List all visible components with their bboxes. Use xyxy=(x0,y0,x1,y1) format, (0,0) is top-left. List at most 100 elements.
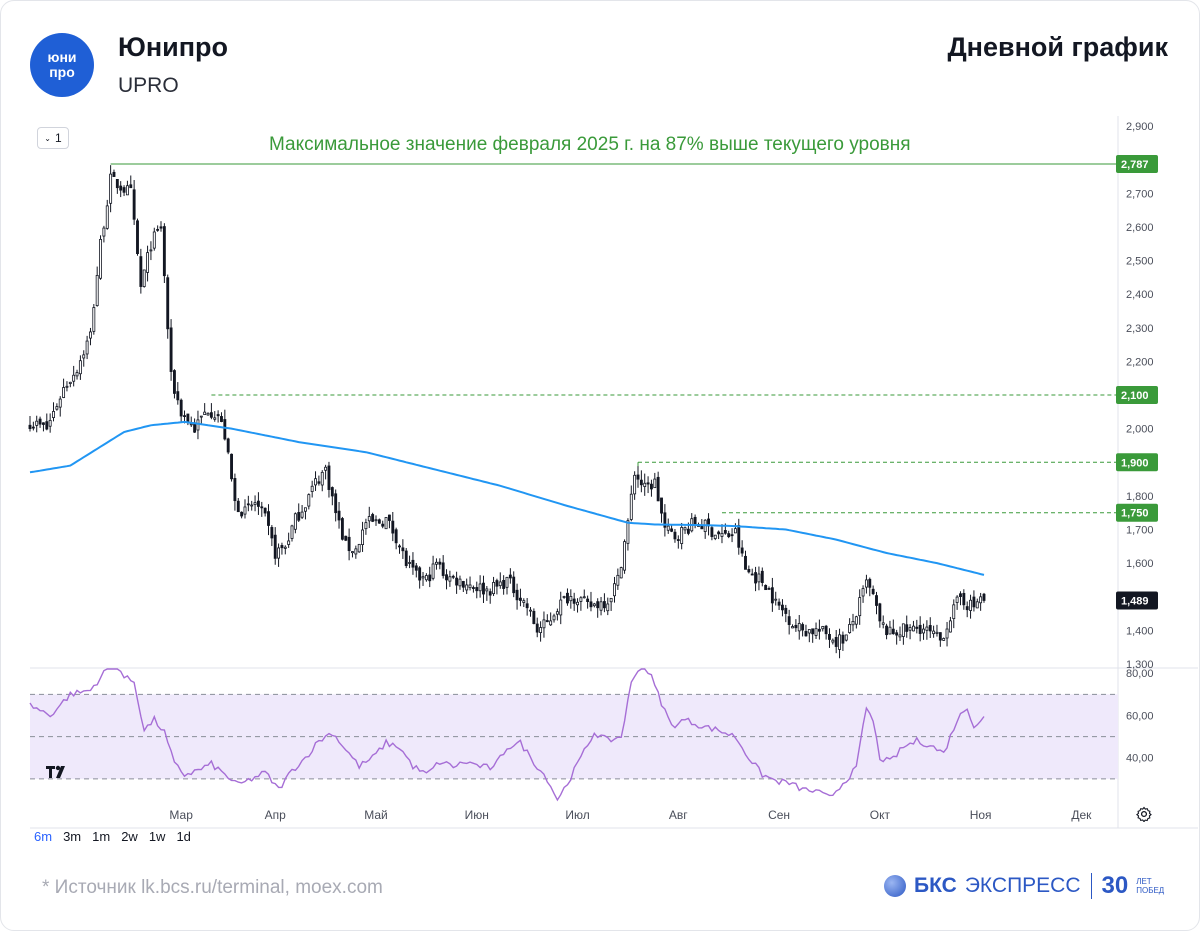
x-tick-label: Ноя xyxy=(970,808,992,822)
y-tick-label: 1,800 xyxy=(1126,491,1154,503)
candle xyxy=(421,576,425,579)
settings-gear-icon[interactable] xyxy=(1135,805,1153,823)
candle xyxy=(75,372,79,377)
candle xyxy=(465,584,469,591)
candle xyxy=(733,528,737,534)
candle xyxy=(122,187,126,193)
candle xyxy=(562,596,566,598)
candle xyxy=(102,227,106,237)
candle xyxy=(351,551,354,554)
candle xyxy=(495,580,499,587)
candle xyxy=(300,511,304,518)
candle xyxy=(965,606,969,611)
brand-logo: БКС ЭКСПРЕСС 30 ЛЕТ ПОБЕД xyxy=(884,872,1164,900)
candle xyxy=(196,419,200,431)
period-selector: 6m 3m 1m 2w 1w 1d xyxy=(34,829,191,844)
period-2w[interactable]: 2w xyxy=(121,829,138,844)
last-price-badge xyxy=(1116,591,1158,610)
candle xyxy=(589,601,593,608)
candle xyxy=(807,629,811,634)
candle xyxy=(253,502,257,505)
candle xyxy=(868,578,872,588)
candle xyxy=(280,545,284,549)
last-price-label: 1,489 xyxy=(1121,595,1149,607)
candle xyxy=(55,406,59,410)
candle xyxy=(542,619,546,629)
interval-selector[interactable]: ⌄ 1 xyxy=(37,127,69,149)
candle xyxy=(864,579,868,588)
rsi-line xyxy=(29,668,985,802)
x-tick-label: Сен xyxy=(768,808,790,822)
level-badge xyxy=(1116,154,1158,173)
candle xyxy=(471,587,475,589)
candle xyxy=(213,417,217,420)
candle xyxy=(979,596,983,604)
candle xyxy=(461,581,465,588)
period-1w[interactable]: 1w xyxy=(148,829,166,844)
candle xyxy=(727,533,731,538)
candle xyxy=(663,512,667,528)
candle xyxy=(545,620,549,623)
x-tick-label: Дек xyxy=(1071,808,1092,822)
candle xyxy=(179,399,183,417)
candle xyxy=(744,555,747,570)
candle xyxy=(68,381,72,384)
chevron-down-icon: ⌄ xyxy=(44,133,51,143)
candle xyxy=(159,226,163,229)
candle xyxy=(256,500,260,507)
candle xyxy=(972,596,976,608)
candle xyxy=(824,625,828,635)
candle xyxy=(498,581,502,587)
candle xyxy=(619,567,623,579)
candle xyxy=(307,494,311,507)
candle xyxy=(854,616,858,625)
x-tick-label: Авг xyxy=(669,808,688,822)
candle xyxy=(156,229,160,231)
period-1m[interactable]: 1m xyxy=(92,829,111,844)
candle xyxy=(99,238,102,279)
candle xyxy=(683,527,687,531)
candle xyxy=(478,583,482,592)
logo-line1: юни xyxy=(47,49,77,65)
candle xyxy=(834,636,838,647)
candle xyxy=(932,630,936,635)
candle xyxy=(28,424,32,430)
tradingview-logo-icon[interactable] xyxy=(44,763,72,781)
chart-type-title: Дневной график xyxy=(947,32,1168,62)
candle xyxy=(65,385,69,388)
candle xyxy=(770,587,774,604)
candle xyxy=(216,414,220,417)
candle xyxy=(959,593,962,597)
candle xyxy=(586,598,590,603)
candle xyxy=(596,601,600,609)
candle xyxy=(969,599,972,611)
candle xyxy=(522,600,526,603)
candle xyxy=(686,528,690,534)
candle xyxy=(72,374,76,382)
candle xyxy=(938,632,942,641)
candle xyxy=(492,582,496,595)
candle xyxy=(948,620,952,633)
candle xyxy=(424,575,428,581)
candle xyxy=(750,573,754,576)
candle xyxy=(485,588,489,592)
candle xyxy=(629,493,633,520)
candle xyxy=(653,478,657,489)
max-value-annotation: Максимальное значение февраля 2025 г. на… xyxy=(269,134,911,155)
period-3m[interactable]: 3m xyxy=(63,829,82,844)
candle xyxy=(794,624,798,629)
candle xyxy=(737,525,741,548)
candle xyxy=(451,575,455,578)
x-tick-label: Май xyxy=(364,808,388,822)
candle xyxy=(166,277,170,330)
period-6m[interactable]: 6m xyxy=(34,829,53,844)
candle xyxy=(330,487,334,497)
candle xyxy=(293,513,297,530)
candle xyxy=(404,550,408,566)
candle xyxy=(384,517,388,530)
period-1d[interactable]: 1d xyxy=(176,829,191,844)
candle xyxy=(377,519,381,524)
candle xyxy=(975,601,979,609)
y-tick-label: 2,900 xyxy=(1126,121,1154,133)
